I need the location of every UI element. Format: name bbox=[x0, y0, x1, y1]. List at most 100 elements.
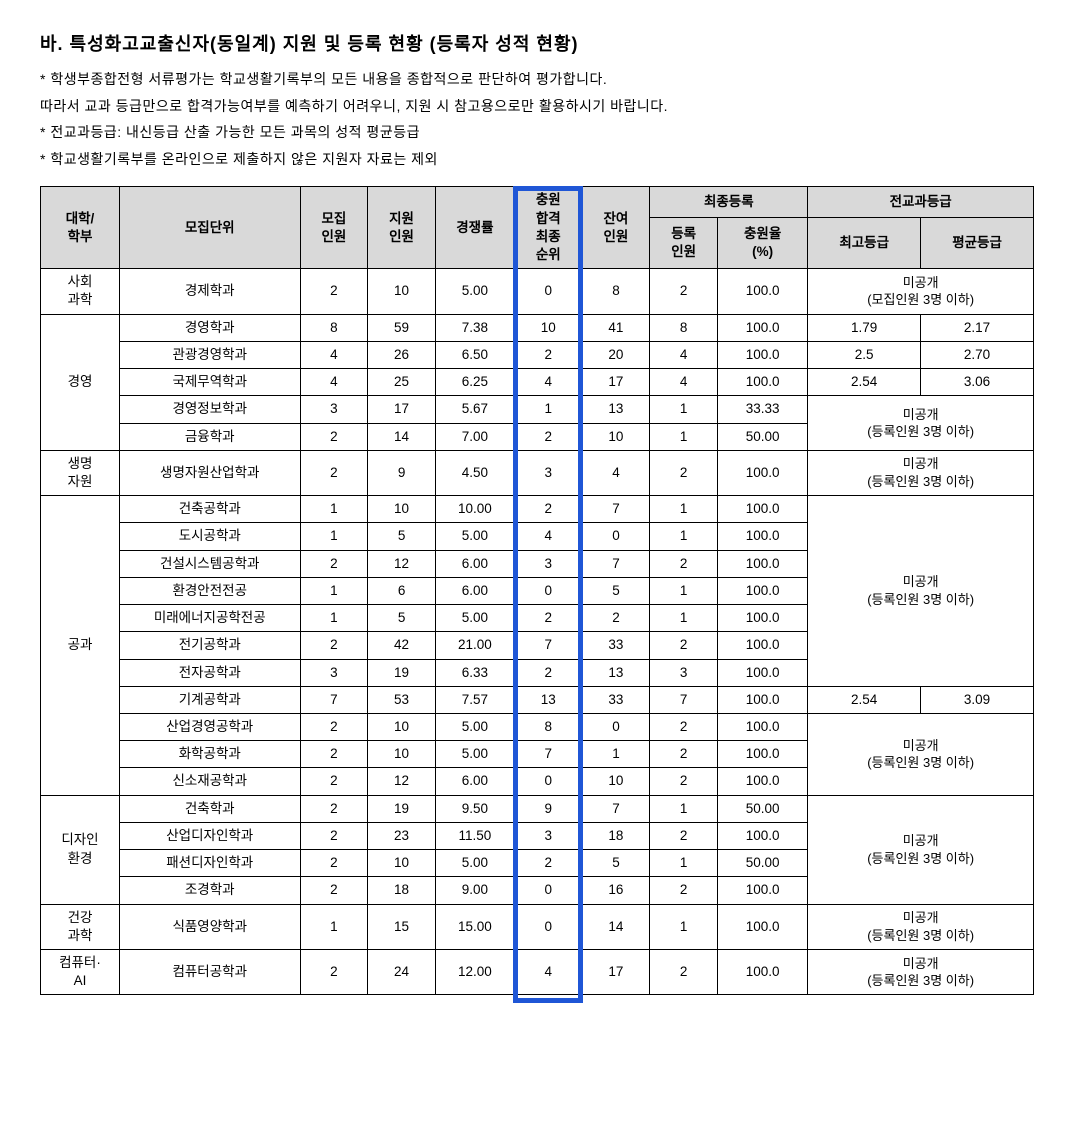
cell-dept: 디자인환경 bbox=[41, 795, 120, 904]
cell-enroll: 2 bbox=[650, 550, 718, 577]
cell-recruit: 1 bbox=[300, 577, 368, 604]
cell-grade-private: 미공개(등록인원 3명 이하) bbox=[808, 904, 1034, 949]
cell-apply: 19 bbox=[368, 659, 436, 686]
cell-rate: 6.00 bbox=[435, 768, 514, 795]
cell-recruit: 2 bbox=[300, 850, 368, 877]
cell-enroll: 1 bbox=[650, 795, 718, 822]
cell-major: 국제무역학과 bbox=[119, 369, 300, 396]
cell-best: 2.5 bbox=[808, 341, 921, 368]
cell-grade-private: 미공개(등록인원 3명 이하) bbox=[808, 713, 1034, 795]
cell-recruit: 1 bbox=[300, 904, 368, 949]
cell-apply: 10 bbox=[368, 741, 436, 768]
th-rank: 충원합격최종순위 bbox=[514, 187, 582, 269]
cell-grade-private: 미공개(등록인원 3명 이하) bbox=[808, 396, 1034, 450]
cell-rate: 5.00 bbox=[435, 713, 514, 740]
cell-remain: 0 bbox=[582, 523, 650, 550]
cell-recruit: 1 bbox=[300, 605, 368, 632]
table-row: 경영정보학과3175.67113133.33미공개(등록인원 3명 이하) bbox=[41, 396, 1034, 423]
cell-enroll: 2 bbox=[650, 269, 718, 314]
cell-rank: 8 bbox=[514, 713, 582, 740]
note-line: 따라서 교과 등급만으로 합격가능여부를 예측하기 어려우니, 지원 시 참고용… bbox=[40, 93, 1034, 120]
cell-rate: 6.33 bbox=[435, 659, 514, 686]
cell-remain: 0 bbox=[582, 713, 650, 740]
cell-recruit: 2 bbox=[300, 877, 368, 904]
cell-fill: 100.0 bbox=[718, 632, 808, 659]
cell-recruit: 2 bbox=[300, 795, 368, 822]
cell-fill: 100.0 bbox=[718, 686, 808, 713]
cell-apply: 19 bbox=[368, 795, 436, 822]
cell-rank: 4 bbox=[514, 369, 582, 396]
cell-major: 전자공학과 bbox=[119, 659, 300, 686]
cell-rate: 6.25 bbox=[435, 369, 514, 396]
th-best: 최고등급 bbox=[808, 218, 921, 269]
cell-recruit: 1 bbox=[300, 496, 368, 523]
cell-rate: 12.00 bbox=[435, 949, 514, 994]
cell-remain: 10 bbox=[582, 423, 650, 450]
cell-remain: 1 bbox=[582, 741, 650, 768]
cell-rank: 0 bbox=[514, 269, 582, 314]
cell-grade-private: 미공개(등록인원 3명 이하) bbox=[808, 496, 1034, 687]
cell-enroll: 2 bbox=[650, 632, 718, 659]
cell-fill: 100.0 bbox=[718, 314, 808, 341]
cell-apply: 23 bbox=[368, 822, 436, 849]
cell-rank: 4 bbox=[514, 949, 582, 994]
cell-fill: 50.00 bbox=[718, 423, 808, 450]
cell-fill: 33.33 bbox=[718, 396, 808, 423]
cell-fill: 100.0 bbox=[718, 713, 808, 740]
cell-major: 관광경영학과 bbox=[119, 341, 300, 368]
cell-fill: 50.00 bbox=[718, 850, 808, 877]
cell-apply: 24 bbox=[368, 949, 436, 994]
cell-apply: 26 bbox=[368, 341, 436, 368]
th-apply: 지원인원 bbox=[368, 187, 436, 269]
cell-major: 조경학과 bbox=[119, 877, 300, 904]
cell-rate: 5.67 bbox=[435, 396, 514, 423]
cell-enroll: 3 bbox=[650, 659, 718, 686]
cell-avg: 3.06 bbox=[921, 369, 1034, 396]
cell-dept: 경영 bbox=[41, 314, 120, 450]
cell-recruit: 2 bbox=[300, 822, 368, 849]
cell-enroll: 1 bbox=[650, 850, 718, 877]
cell-rate: 9.50 bbox=[435, 795, 514, 822]
cell-rank: 2 bbox=[514, 659, 582, 686]
cell-apply: 12 bbox=[368, 768, 436, 795]
th-enroll: 등록인원 bbox=[650, 218, 718, 269]
cell-rank: 2 bbox=[514, 341, 582, 368]
cell-apply: 9 bbox=[368, 450, 436, 495]
cell-remain: 13 bbox=[582, 396, 650, 423]
cell-remain: 2 bbox=[582, 605, 650, 632]
cell-recruit: 4 bbox=[300, 341, 368, 368]
cell-rank: 3 bbox=[514, 450, 582, 495]
cell-enroll: 2 bbox=[650, 949, 718, 994]
cell-apply: 10 bbox=[368, 269, 436, 314]
cell-major: 미래에너지공학전공 bbox=[119, 605, 300, 632]
cell-enroll: 1 bbox=[650, 523, 718, 550]
cell-major: 산업경영공학과 bbox=[119, 713, 300, 740]
cell-remain: 33 bbox=[582, 686, 650, 713]
note-line: * 학교생활기록부를 온라인으로 제출하지 않은 지원자 자료는 제외 bbox=[40, 146, 1034, 173]
cell-rate: 21.00 bbox=[435, 632, 514, 659]
cell-recruit: 2 bbox=[300, 632, 368, 659]
cell-major: 화학공학과 bbox=[119, 741, 300, 768]
cell-remain: 41 bbox=[582, 314, 650, 341]
cell-remain: 5 bbox=[582, 577, 650, 604]
cell-major: 신소재공학과 bbox=[119, 768, 300, 795]
cell-enroll: 1 bbox=[650, 396, 718, 423]
cell-enroll: 8 bbox=[650, 314, 718, 341]
cell-recruit: 3 bbox=[300, 659, 368, 686]
cell-rank: 9 bbox=[514, 795, 582, 822]
cell-grade-private: 미공개(등록인원 3명 이하) bbox=[808, 795, 1034, 904]
th-fill: 충원율(%) bbox=[718, 218, 808, 269]
cell-remain: 7 bbox=[582, 795, 650, 822]
th-avg: 평균등급 bbox=[921, 218, 1034, 269]
cell-apply: 17 bbox=[368, 396, 436, 423]
cell-recruit: 2 bbox=[300, 741, 368, 768]
cell-recruit: 2 bbox=[300, 949, 368, 994]
cell-apply: 5 bbox=[368, 523, 436, 550]
cell-fill: 100.0 bbox=[718, 877, 808, 904]
cell-major: 컴퓨터공학과 bbox=[119, 949, 300, 994]
cell-apply: 25 bbox=[368, 369, 436, 396]
cell-avg: 2.17 bbox=[921, 314, 1034, 341]
cell-enroll: 2 bbox=[650, 877, 718, 904]
cell-major: 경영정보학과 bbox=[119, 396, 300, 423]
cell-rate: 5.00 bbox=[435, 605, 514, 632]
